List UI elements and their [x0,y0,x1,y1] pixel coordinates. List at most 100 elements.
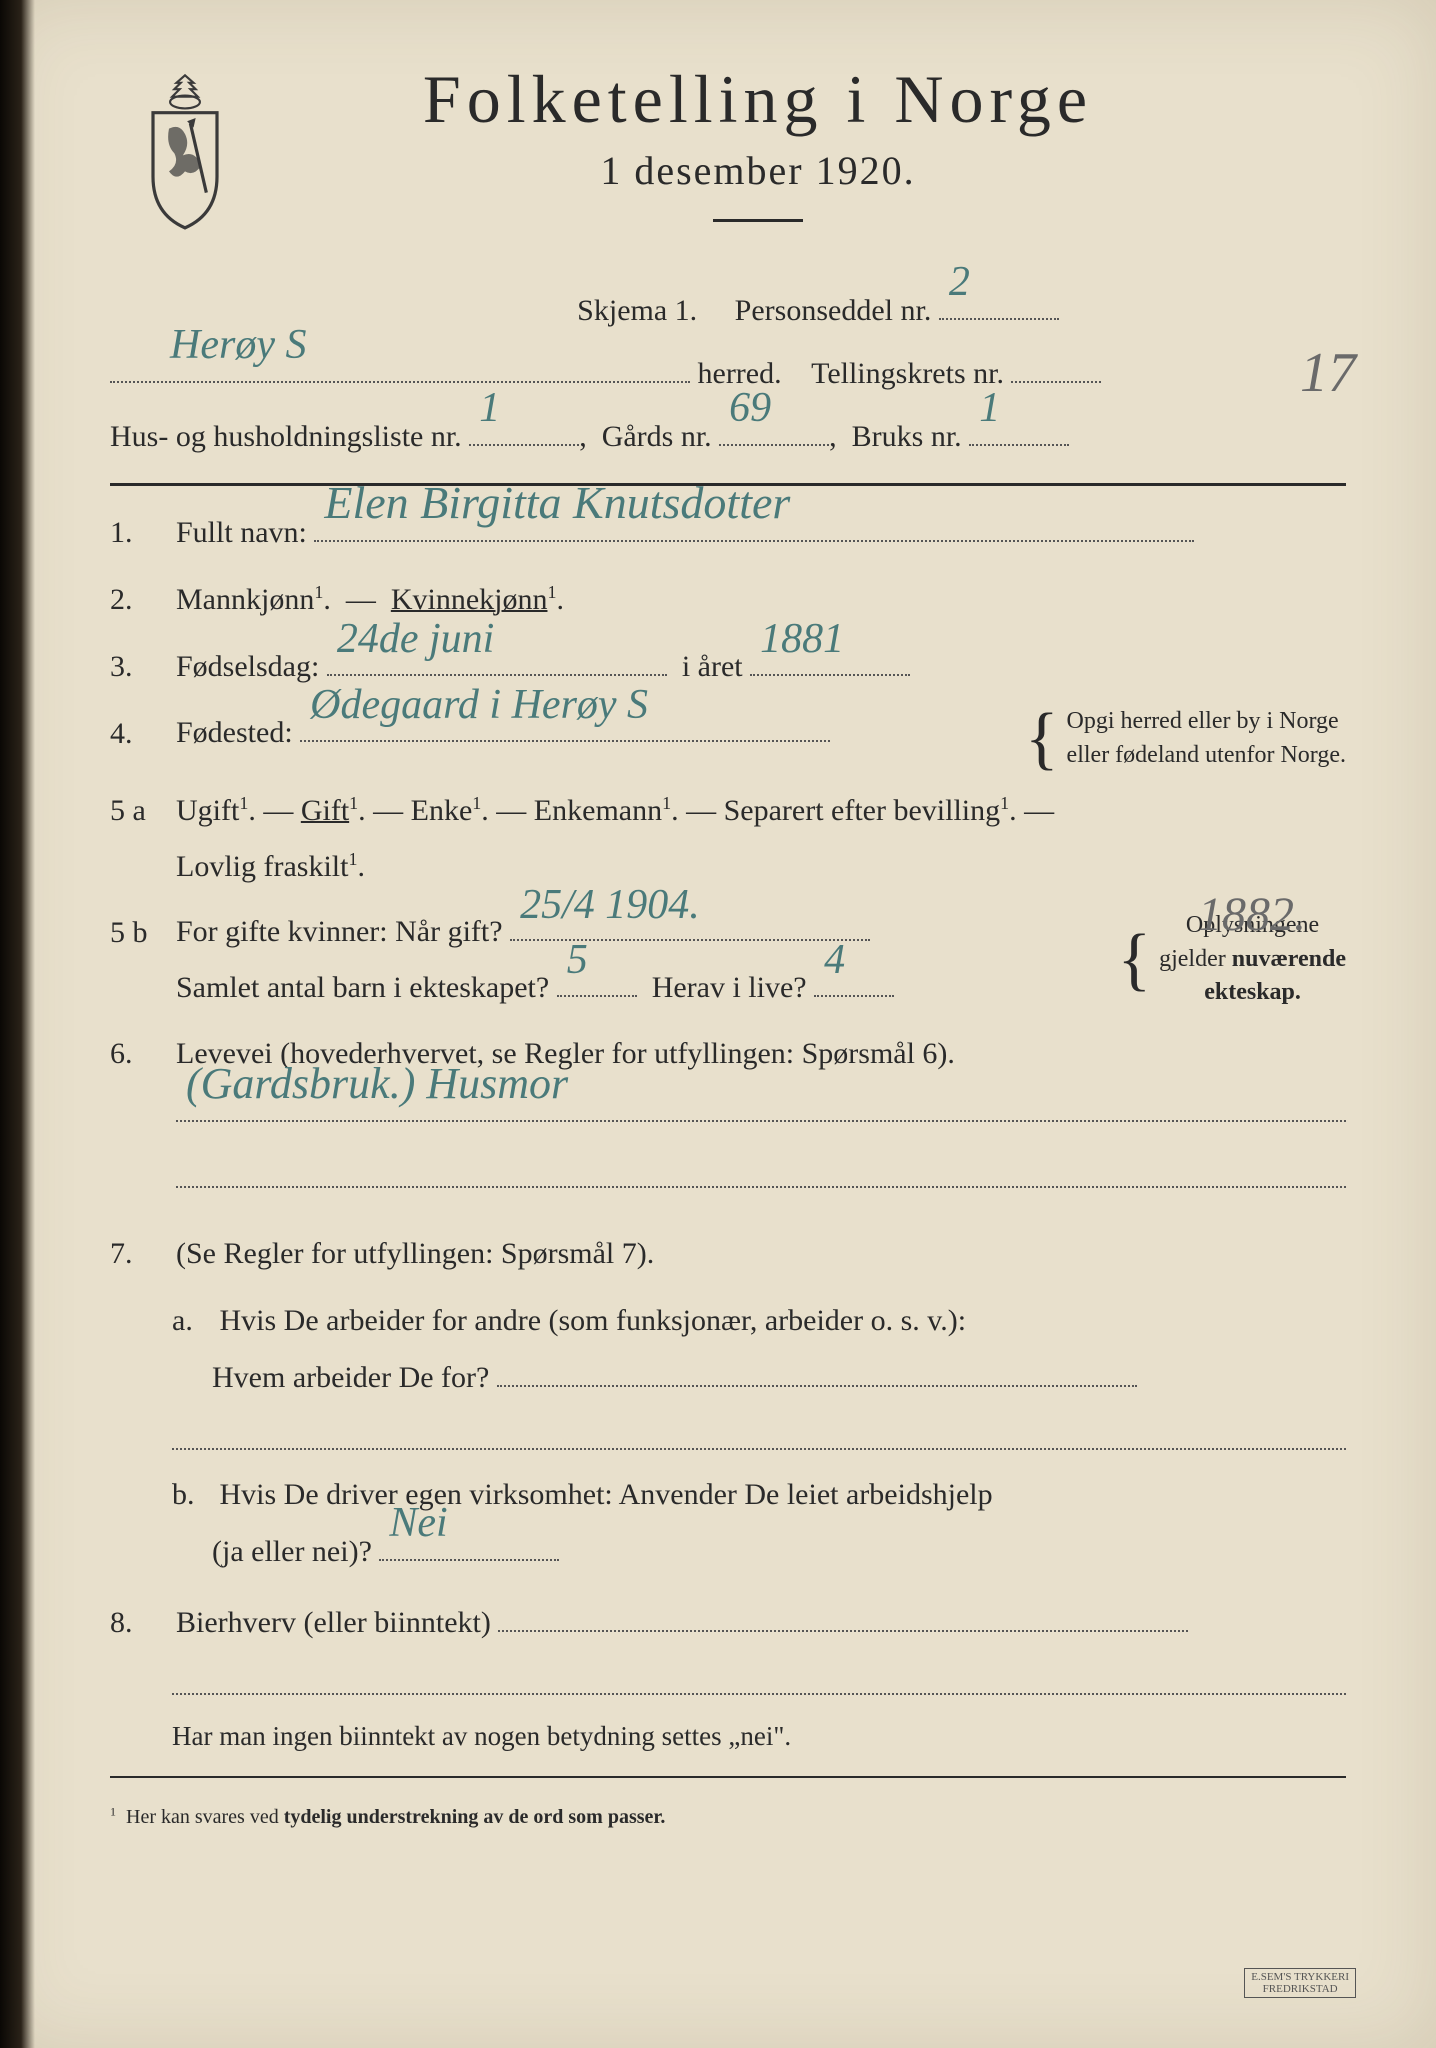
enkemann-option: Enkemann1. [534,794,679,827]
7b-field: Nei [379,1559,559,1561]
item-num: 5 b [110,904,158,961]
bierhverv-field [498,1630,1188,1632]
blank-line [172,1422,1346,1450]
fullt-navn-label: Fullt navn: [176,516,307,549]
blank-line [172,1667,1346,1695]
7a-field [497,1385,1137,1387]
sub-letter: a. [172,1292,212,1349]
item-num: 5 a [110,782,158,839]
footnote-num: 1 [110,1804,116,1818]
personseddel-label: Personseddel nr. [735,294,932,327]
bruks-label: Bruks nr. [852,420,962,453]
item-4: 4. Fødested: Ødegaard i Herøy S { Opgi h… [110,705,1346,772]
live-label: Herav i live? [652,971,807,1004]
sub-letter: b. [172,1466,212,1523]
side-note-line: eller fødeland utenfor Norge. [1067,739,1346,773]
live-value: 4 [824,922,845,1000]
item-5b: 5 b For gifte kvinner: Når gift? 25/4 19… [110,904,1346,1015]
item-num: 1. [110,504,158,561]
printer-stamp: E.SEM'S TRYKKERI FREDRIKSTAD [1244,1968,1356,1998]
gift-option: Gift [301,794,349,827]
footer-note: Har man ingen biinntekt av nogen betydni… [110,1711,1346,1762]
herred-field: Herøy S [110,381,690,383]
separert-option: Separert efter bevilling1. [724,794,1017,827]
footnote-bold: tydelig understrekning av de ord som pas… [284,1806,666,1828]
hus-field: 1 [469,444,579,446]
item-7-label: (Se Regler for utfyllingen: Spørsmål 7). [176,1237,654,1270]
personseddel-value: 2 [949,243,970,323]
nar-gift-field: 25/4 1904. [510,939,870,941]
bruks-value: 1 [979,369,1000,449]
barn-label: Samlet antal barn i ekteskapet? [176,971,549,1004]
7b-value: Nei [389,1484,447,1564]
gards-field: 69 [719,444,829,446]
7a-text2: Hvem arbeider De for? [172,1361,489,1394]
side-note-line: Opgi herred eller by i Norge [1067,705,1346,739]
item-3: 3. Fødselsdag: 24de juni i året 1881 [110,638,1346,695]
aret-label: i året [682,650,743,683]
main-title: Folketelling i Norge [270,60,1246,139]
herred-value: Herøy S [170,306,306,386]
personseddel-field: 2 [939,318,1059,320]
barn-value: 5 [567,922,588,1000]
footnote: 1 Her kan svares ved tydelig understrekn… [110,1798,1346,1836]
gards-label: Gårds nr. [602,420,712,453]
fodested-value: Ødegaard i Herøy S [310,667,648,745]
live-field: 4 [814,995,894,997]
7b-text2: (ja eller nei)? [172,1535,372,1568]
stamp-line: E.SEM'S TRYKKERI [1251,1971,1349,1983]
ugift-option: Ugift1. [176,794,256,827]
aret-field: 1881 [750,674,910,676]
divider-icon [713,219,803,222]
gards-value: 69 [729,369,771,449]
barn-field: 5 [557,995,637,997]
lovlig-option: Lovlig fraskilt1. [176,850,365,883]
item-2: 2. Mannkjønn1. — Kvinnekjønn1. [110,571,1346,628]
hus-label: Hus- og husholdningsliste nr. [110,420,462,453]
blank-line [176,1152,1346,1188]
subtitle: 1 desember 1920. [270,147,1246,194]
item-6: 6. Levevei (hovederhvervet, se Regler fo… [110,1025,1346,1207]
levevei-field: (Gardsbruk.) Husmor [176,1082,1346,1122]
divider-line [110,1776,1346,1778]
nar-gift-label: For gifte kvinner: Når gift? [176,915,503,948]
footnote-text: Her kan svares ved [126,1806,284,1828]
stamp-line: FREDRIKSTAD [1251,1983,1349,1995]
fullt-navn-value: Elen Birgitta Knutsdotter [324,460,790,545]
hus-row: Hus- og husholdningsliste nr. 1 , Gårds … [110,408,1346,465]
header: Folketelling i Norge 1 desember 1920. [110,60,1346,252]
herred-row: Herøy S herred. Tellingskrets nr. 17 [110,345,1346,402]
item-7: 7. (Se Regler for utfyllingen: Spørsmål … [110,1225,1346,1282]
item-1: 1. Fullt navn: Elen Birgitta Knutsdotter [110,504,1346,561]
skjema-label: Skjema 1. [577,294,697,327]
bruks-field: 1 [969,444,1069,446]
item-num: 2. [110,571,158,628]
coat-of-arms-icon [130,70,240,230]
item-num: 4. [110,705,158,762]
hus-value: 1 [479,369,500,449]
fodested-label: Fødested: [176,716,293,749]
enke-option: Enke1. [411,794,489,827]
margin-year: 1882. [1198,869,1306,960]
census-form-page: Folketelling i Norge 1 desember 1920. Sk… [0,0,1436,2048]
tellingskrets-label: Tellingskrets nr. [811,357,1004,390]
item-num: 3. [110,638,158,695]
fodselsdag-label: Fødselsdag: [176,650,319,683]
fullt-navn-field: Elen Birgitta Knutsdotter [314,540,1194,542]
fodested-field: Ødegaard i Herøy S [300,740,830,742]
7a-text1: Hvis De arbeider for andre (som funksjon… [220,1304,967,1337]
mann-option: Mannkjønn1. [176,583,331,616]
item-7a: a. Hvis De arbeider for andre (som funks… [110,1292,1346,1406]
item-num: 7. [110,1225,158,1282]
item-num: 8. [110,1594,158,1651]
7b-text1: Hvis De driver egen virksomhet: Anvender… [220,1478,993,1511]
aret-value: 1881 [760,601,844,679]
title-block: Folketelling i Norge 1 desember 1920. [270,60,1346,252]
side-note-4: { Opgi herred eller by i Norge eller fød… [1025,705,1346,772]
item-8: 8. Bierhverv (eller biinntekt) [110,1594,1346,1651]
item-num: 6. [110,1025,158,1082]
tellingskrets-field [1011,381,1101,383]
bierhverv-label: Bierhverv (eller biinntekt) [176,1606,491,1639]
side-note-line: ekteskap. [1159,976,1346,1010]
nar-gift-value: 25/4 1904. [520,867,700,945]
